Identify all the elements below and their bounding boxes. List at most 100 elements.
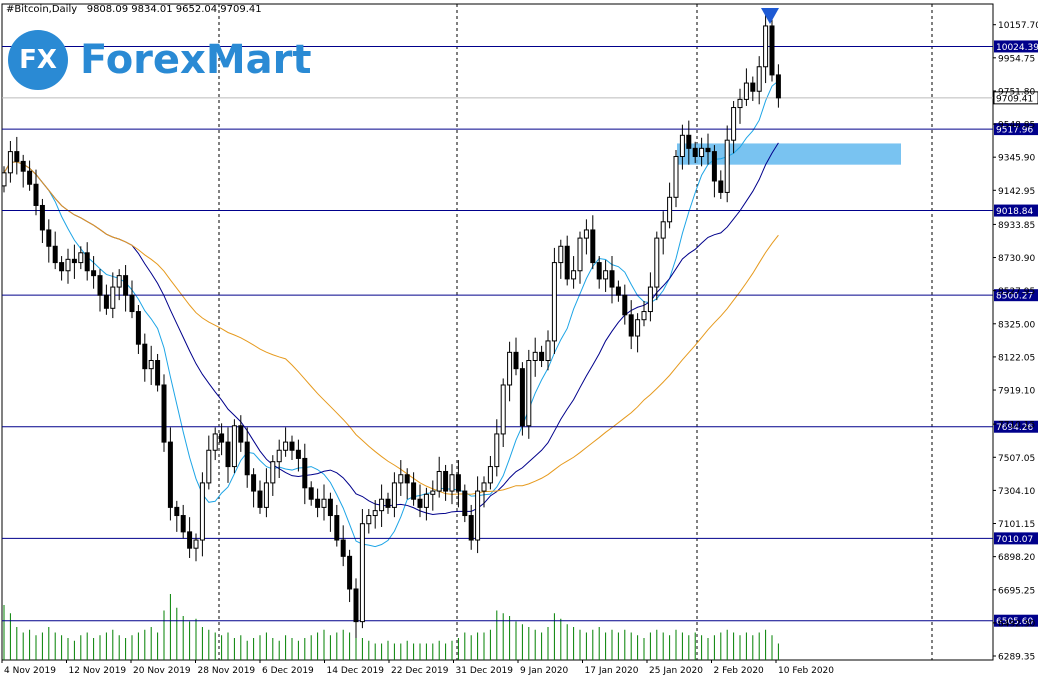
x-tick-label: 10 Feb 2020: [778, 666, 834, 676]
time-axis: 4 Nov 2019 12 Nov 2019 20 Nov 2019 28 Nov 2…: [1, 660, 834, 676]
candle-body: [603, 270, 609, 280]
candle-body: [743, 82, 749, 100]
level-tag: [994, 289, 1038, 302]
candle-body: [97, 275, 103, 296]
candle-body: [519, 368, 525, 427]
candle-body: [699, 147, 705, 158]
candle-body: [52, 245, 58, 264]
candles: [1, 11, 781, 638]
volume-bars: [3, 594, 779, 660]
level-label: 9517.96: [996, 126, 1033, 136]
candle-body: [187, 531, 193, 549]
candle-body: [449, 474, 455, 492]
candle-body: [718, 180, 724, 193]
candle-body: [33, 183, 39, 206]
y-tick-label: 9345.90: [998, 154, 1035, 164]
candle-body: [155, 360, 161, 386]
candle-body: [167, 441, 173, 508]
logo-text: ForexMart: [80, 37, 312, 83]
candle-body: [705, 147, 711, 153]
current-price-tag: [993, 91, 1038, 105]
y-tick-label: 9142.95: [998, 187, 1035, 197]
y-tick-label: 7919.10: [998, 387, 1035, 397]
x-tick-label: 9 Jan 2020: [520, 666, 568, 676]
candle-body: [775, 74, 781, 99]
plot-frame: [1, 3, 994, 661]
candle-body: [532, 351, 538, 362]
candle-body: [769, 25, 775, 76]
forexmart-logo: FX ForexMart: [8, 30, 311, 90]
candle-body: [238, 425, 244, 443]
level-tag: [994, 614, 1038, 627]
y-tick-label: 6492.30: [998, 619, 1035, 629]
candle-body: [731, 107, 737, 141]
candle-body: [91, 270, 97, 277]
candle-body: [487, 466, 493, 484]
x-tick-label: 25 Jan 2020: [649, 666, 703, 676]
candle-body: [724, 139, 730, 193]
candle-body: [59, 262, 65, 272]
candle-body: [1, 172, 7, 187]
candle-body: [411, 482, 417, 500]
level-tag: [994, 420, 1038, 433]
y-tick-label: 7507.05: [998, 454, 1035, 464]
candle-body: [654, 237, 660, 288]
y-tick-label: 8933.85: [998, 221, 1035, 231]
candle-body: [404, 474, 410, 484]
candle-body: [347, 555, 353, 590]
candle-body: [443, 470, 449, 492]
candle-body: [590, 229, 596, 264]
candle-body: [526, 360, 532, 427]
candle-body: [481, 482, 487, 492]
candle-body: [174, 506, 180, 517]
y-tick-label: 8325.00: [998, 320, 1035, 330]
x-tick-label: 22 Dec 2019: [391, 666, 449, 676]
price-axis: 10024.39 9709.41 9517.96 9018.84 8500.27 7694…: [993, 21, 1038, 663]
candle-body: [27, 170, 33, 185]
horizontal-levels: [2, 45, 993, 622]
y-tick-label: 7304.10: [998, 487, 1035, 497]
candle-body: [500, 384, 506, 435]
candle-body: [494, 433, 500, 468]
candle-body: [71, 258, 77, 264]
candle-body: [686, 134, 692, 149]
candle-body: [647, 286, 653, 313]
y-tick-label: 10157.70: [998, 21, 1038, 31]
candle-body: [359, 523, 365, 623]
candle-body: [641, 311, 647, 321]
candle-body: [212, 433, 218, 451]
candle-body: [270, 461, 276, 484]
ma-slow-line: [3, 161, 779, 495]
candle-body: [571, 270, 577, 280]
chart-title: #Bitcoin,Daily 9808.09 9834.01 9652.04 9…: [6, 4, 262, 15]
candle-body: [551, 262, 557, 342]
candle-body: [129, 294, 135, 313]
candle-body: [78, 252, 84, 264]
grid-lines: [1, 3, 994, 661]
candle-body: [513, 351, 519, 370]
candle-body: [750, 82, 756, 92]
candle-body: [635, 319, 641, 337]
candle-body: [65, 258, 71, 272]
level-label: 7010.07: [996, 535, 1033, 545]
candle-body: [257, 490, 263, 508]
candle-body: [263, 482, 269, 508]
candle-body: [763, 25, 769, 68]
candle-body: [430, 490, 436, 495]
candle-body: [583, 229, 589, 239]
candle-body: [161, 384, 167, 443]
candle-body: [353, 588, 359, 623]
level-tag: [994, 204, 1038, 217]
zone-rect: [677, 143, 901, 165]
candle-body: [615, 286, 621, 296]
candle-body: [372, 510, 378, 517]
candle-body: [7, 151, 13, 174]
level-tag: [994, 532, 1038, 545]
x-tick-label: 4 Nov 2019: [4, 666, 56, 676]
candle-body: [276, 449, 282, 463]
y-tick-label: 9548.85: [998, 121, 1035, 131]
resistance-zone: [677, 143, 901, 165]
candle-body: [283, 441, 289, 451]
